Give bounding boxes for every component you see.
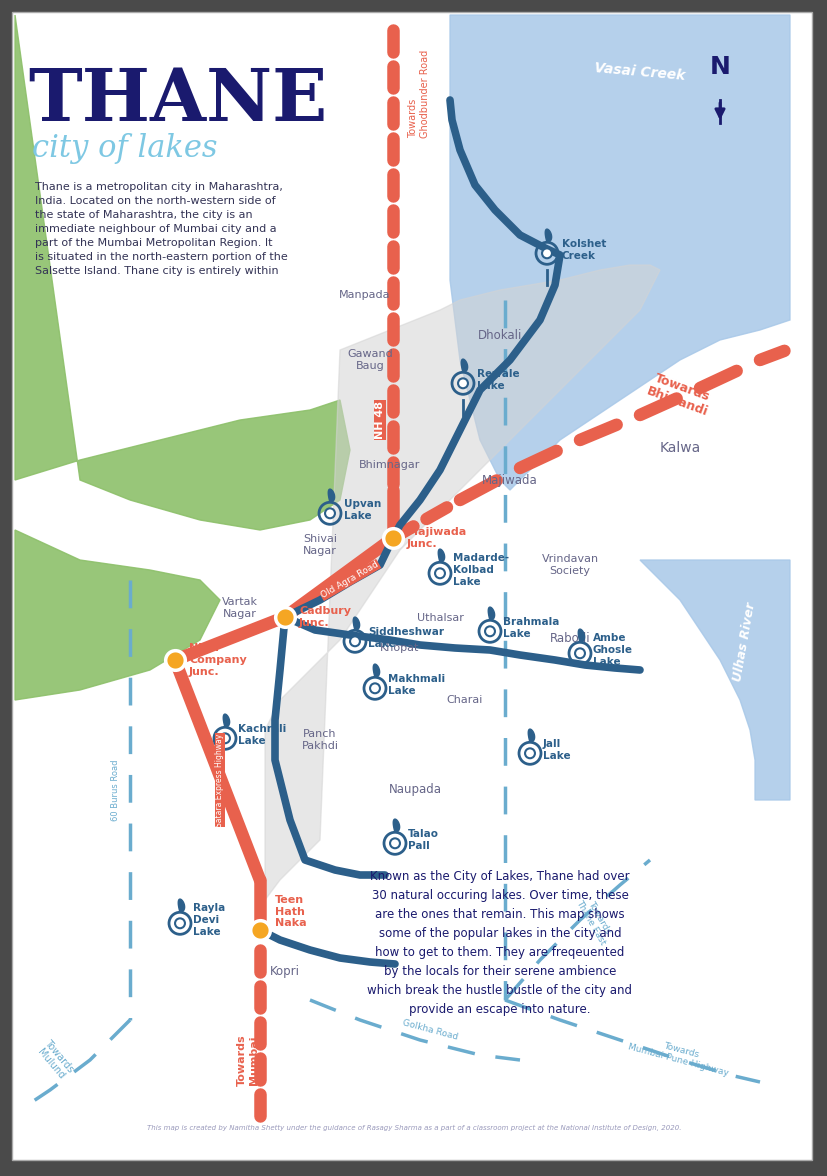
Text: Khopat: Khopat [380,643,419,653]
Polygon shape [393,820,399,833]
Polygon shape [223,714,229,727]
Text: Manpada: Manpada [339,290,390,300]
Point [168,650,181,669]
Text: Towards
Bhiwandi: Towards Bhiwandi [644,370,715,419]
Polygon shape [15,15,350,530]
Polygon shape [528,729,534,742]
Text: Towards
Mumbai: Towards Mumbai [237,1034,259,1085]
Circle shape [542,248,552,259]
Circle shape [434,568,444,579]
Point [278,608,291,627]
Circle shape [524,748,534,759]
Text: Jall
Lake: Jall Lake [543,740,570,761]
Text: Vasai Creek: Vasai Creek [593,61,686,83]
Polygon shape [577,629,584,642]
Text: Kalwa: Kalwa [658,441,700,455]
Text: Rayla
Devi
Lake: Rayla Devi Lake [193,903,225,936]
Polygon shape [327,489,334,502]
Text: Sanjay Gandhi
National Park: Sanjay Gandhi National Park [125,330,235,393]
Text: Siddheshwar
Lake: Siddheshwar Lake [367,627,443,649]
Point [386,528,399,547]
Polygon shape [178,900,184,913]
Text: Satara Express Highway: Satara Express Highway [215,734,224,827]
Text: Bhimnagar: Bhimnagar [359,460,420,470]
Polygon shape [15,530,220,700]
Text: Ambe
Ghosle
Lake: Ambe Ghosle Lake [592,634,632,667]
Text: Gawand
Baug: Gawand Baug [347,349,392,370]
Circle shape [485,627,495,636]
Text: Shivai
Nagar: Shivai Nagar [303,534,337,556]
Circle shape [575,648,584,659]
Polygon shape [265,265,659,900]
Text: Vrindavan
Society: Vrindavan Society [541,554,598,576]
Text: Kachrali
Lake: Kachrali Lake [237,724,286,746]
Text: Towards
Mumbai-Pune Highway: Towards Mumbai-Pune Highway [627,1033,732,1077]
Text: This map is created by Namitha Shetty under the guidance of Rasagy Sharma as a p: This map is created by Namitha Shetty un… [146,1125,681,1131]
Text: THANE: THANE [28,65,327,135]
Text: Uthalsar: Uthalsar [416,613,463,623]
Text: Rewale
Lake: Rewale Lake [476,369,519,390]
Text: Towards
Mulund: Towards Mulund [34,1038,76,1082]
Polygon shape [488,607,494,620]
Polygon shape [449,15,789,490]
Text: Thane is a metropolitan city in Maharashtra,
  India. Located on the north-weste: Thane is a metropolitan city in Maharash… [28,182,288,276]
Circle shape [350,636,360,647]
Text: Teen
Hath
Naka: Teen Hath Naka [275,895,306,928]
Text: Cadbury
Junc.: Cadbury Junc. [299,606,351,628]
Text: Madarde-
Kolbad
Lake: Madarde- Kolbad Lake [452,554,509,587]
Text: Golkha Road: Golkha Road [401,1018,458,1042]
Circle shape [457,379,467,388]
Text: Brahmala
Lake: Brahmala Lake [502,617,559,639]
Circle shape [390,838,399,848]
Text: Old Agra Road: Old Agra Road [319,560,380,600]
Text: Vartak
Nagar: Vartak Nagar [222,597,258,619]
Circle shape [325,508,335,519]
Text: Towards
Ghodbunder Road: Towards Ghodbunder Road [408,51,429,139]
Text: city of lakes: city of lakes [32,133,218,163]
Text: Towards
Thane East: Towards Thane East [573,894,615,947]
Text: N: N [709,55,729,79]
Text: Upvan
Lake: Upvan Lake [343,499,380,521]
Text: Ulhas River: Ulhas River [731,602,758,683]
Text: NH 48: NH 48 [375,401,385,439]
Text: Makhmali
Lake: Makhmali Lake [388,674,445,696]
Text: Majiwada
Junc.: Majiwada Junc. [407,527,466,549]
Polygon shape [639,560,789,800]
Polygon shape [437,549,444,562]
Polygon shape [373,664,379,677]
Polygon shape [353,617,359,630]
Polygon shape [461,359,467,373]
Text: Kopri: Kopri [270,965,299,978]
Circle shape [220,734,230,743]
Text: Panch
Pakhdi: Panch Pakhdi [301,729,338,750]
Circle shape [370,683,380,693]
Text: Dhokali: Dhokali [477,328,522,341]
Text: Kolshet
Creek: Kolshet Creek [562,239,605,261]
Text: Rabodi: Rabodi [549,632,590,644]
Circle shape [174,918,184,928]
Text: Majiwada: Majiwada [481,474,538,487]
Text: Known as the City of Lakes, Thane had over
30 natural occuring lakes. Over time,: Known as the City of Lakes, Thane had ov… [367,870,632,1016]
Text: Charai: Charai [447,695,483,704]
Text: Nitin
Company
Junc.: Nitin Company Junc. [189,643,246,676]
Text: 60 Burus Road: 60 Burus Road [110,760,119,821]
Point [253,921,266,940]
Polygon shape [545,229,551,242]
Text: Naupada: Naupada [388,783,441,796]
Text: Talao
Pall: Talao Pall [408,829,438,850]
